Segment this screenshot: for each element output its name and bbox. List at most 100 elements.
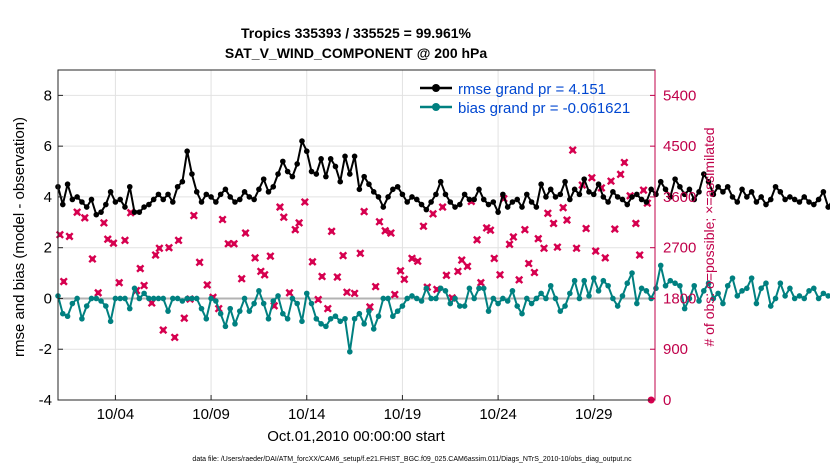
rmse-point <box>251 196 257 203</box>
assimilated-point <box>266 252 275 261</box>
assimilated-point <box>559 203 568 212</box>
assimilated-point-core <box>225 241 231 247</box>
x-tick-label: 10/14 <box>288 406 326 423</box>
bias-point <box>165 308 171 314</box>
rmse-point <box>610 189 616 195</box>
assimilated-point-core <box>535 236 541 242</box>
assimilated-point <box>120 236 130 245</box>
assimilated-point <box>136 264 145 273</box>
assimilated-point-core <box>220 217 225 222</box>
rmse-point <box>533 204 540 210</box>
bias-point <box>351 315 358 322</box>
bias-point <box>744 285 750 292</box>
assimilated-point <box>275 203 285 212</box>
assimilated-point-core <box>352 290 357 296</box>
assimilated-point-core <box>116 280 122 286</box>
assimilated-point-core <box>526 261 532 266</box>
rmse-point <box>457 201 463 208</box>
chart-title-line1: Tropics 335393 / 335525 = 99.961% <box>241 25 472 41</box>
assimilated-point <box>610 225 619 234</box>
rmse-point <box>590 191 597 198</box>
assimilated-point-core <box>160 327 166 333</box>
rmse-point <box>327 156 334 162</box>
assimilated-point <box>164 243 174 252</box>
rmse-point <box>700 171 707 177</box>
rmse-point <box>801 194 808 200</box>
assimilated-point-core <box>310 259 315 265</box>
assimilated-point <box>174 236 183 245</box>
assimilated-point <box>390 290 399 299</box>
rmse-point <box>729 194 736 200</box>
assimilated-point <box>631 219 640 228</box>
assimilated-point-core <box>319 274 325 279</box>
bias-point <box>356 310 363 317</box>
assimilated-point <box>260 270 269 279</box>
assimilated-point-core <box>344 289 350 295</box>
assimilated-point-core <box>511 234 516 240</box>
assimilated-point <box>189 211 198 220</box>
rmse-point <box>476 186 482 193</box>
bias-point <box>59 310 66 317</box>
bias-series <box>55 262 830 355</box>
rmse-point <box>294 161 300 167</box>
assimilated-point-core <box>204 282 210 288</box>
bias-point <box>88 295 95 302</box>
rmse-point <box>385 194 391 200</box>
bias-point <box>217 310 224 317</box>
assimilated-point-core <box>516 277 522 283</box>
assimilated-point-core <box>551 221 556 226</box>
bias-point <box>471 295 477 302</box>
bias-point <box>543 295 549 302</box>
bias-point <box>452 295 458 302</box>
assimilated-point <box>159 326 168 335</box>
bias-point <box>375 313 382 320</box>
y-right-tick-label: 0 <box>663 392 671 409</box>
assimilated-point <box>73 208 82 217</box>
x-tick-label: 10/04 <box>97 406 135 423</box>
assimilated-point-core <box>465 263 470 269</box>
assimilated-point <box>568 146 577 155</box>
assimilated-point <box>534 234 543 243</box>
rmse-point <box>777 189 784 195</box>
assimilated-point <box>295 218 304 227</box>
rmse-point <box>174 183 181 190</box>
rmse-point <box>791 196 798 203</box>
assimilated-point <box>476 278 485 287</box>
assimilated-point-core <box>455 268 461 274</box>
y-left-tick-label: 2 <box>44 240 52 257</box>
bias-point <box>112 295 119 302</box>
assimilated-point <box>151 250 160 260</box>
legend-bias-marker <box>432 103 440 111</box>
assimilated-point <box>587 173 596 182</box>
y-right-tick-label: 1800 <box>663 290 696 307</box>
assimilated-point <box>407 254 417 263</box>
rmse-point <box>480 196 487 203</box>
rmse-point <box>236 196 243 203</box>
rmse-point <box>614 194 621 200</box>
bias-point <box>715 290 721 297</box>
assimilated-point <box>381 226 390 235</box>
assimilated-point <box>428 209 438 218</box>
assimilated-point-core <box>361 209 367 214</box>
rmse-point <box>504 204 511 210</box>
assimilated-point <box>80 213 89 222</box>
bias-point <box>437 285 444 292</box>
bias-point <box>265 315 272 322</box>
bias-point <box>480 285 487 292</box>
assimilated-point-core <box>149 300 155 306</box>
assimilated-point-core <box>277 204 283 210</box>
rmse-point <box>514 196 521 203</box>
rmse-point <box>323 173 329 180</box>
bias-point <box>461 303 468 309</box>
bias-point <box>485 308 492 314</box>
x-tick-label: 10/19 <box>384 406 422 423</box>
assimilated-point-core <box>302 199 308 205</box>
assimilated-point-core <box>157 245 162 251</box>
bias-point <box>619 293 626 299</box>
y-right-tick-label: 3600 <box>663 189 696 206</box>
rmse-point <box>523 191 530 198</box>
assimilated-point <box>442 271 451 280</box>
assimilated-point-core <box>555 244 560 250</box>
bias-point <box>184 295 190 302</box>
bias-point <box>567 290 573 297</box>
